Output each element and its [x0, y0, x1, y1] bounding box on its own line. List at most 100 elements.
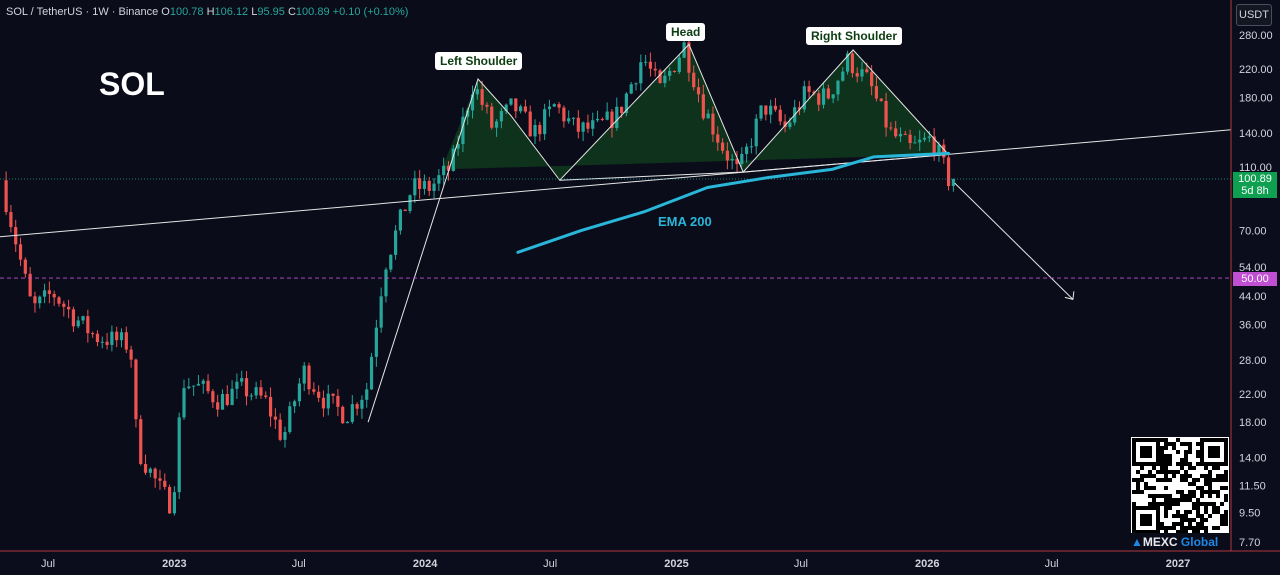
pattern-area [441, 44, 949, 181]
y-tick-label: 110.00 [1239, 162, 1272, 174]
candle-body [182, 388, 186, 418]
ticker-title: SOL [99, 66, 165, 102]
qr-module [1160, 478, 1164, 482]
candle-body [788, 122, 792, 127]
candle-body [196, 383, 201, 386]
head-and-shoulders-fill [441, 44, 949, 181]
candle-body [62, 303, 66, 307]
candle-body [427, 180, 431, 191]
qr-module [1152, 494, 1156, 498]
open-label: O [161, 6, 170, 18]
brand-name: MEXC [1142, 535, 1178, 549]
qr-module [1204, 490, 1208, 494]
y-tick-label: 140.00 [1239, 128, 1273, 140]
open-value: 100.78 [169, 6, 204, 18]
x-tick-label: Jul [794, 558, 808, 570]
qr-module [1148, 494, 1152, 498]
candle-body [331, 393, 335, 396]
candle-body [812, 91, 816, 94]
qr-module [1180, 522, 1184, 526]
qr-module [1192, 526, 1196, 530]
currency-unit-button[interactable]: USDT [1236, 4, 1272, 26]
y-tick-label: 36.00 [1239, 319, 1267, 331]
candle-body [293, 401, 297, 407]
last-price: 100.89 [1238, 173, 1272, 185]
candle-body [336, 395, 340, 407]
candle-body [629, 84, 633, 94]
qr-module [1164, 466, 1168, 470]
candle-body [759, 105, 763, 119]
qr-module [1164, 526, 1168, 530]
qr-module [1172, 446, 1176, 450]
support-level-tag: 50.00 [1233, 272, 1277, 286]
qr-module [1148, 502, 1152, 506]
candle-body [163, 480, 167, 487]
candle-body [432, 183, 436, 191]
candle-body [461, 116, 465, 145]
qr-module [1216, 466, 1220, 470]
pattern-outline [367, 43, 949, 423]
qr-module [1132, 490, 1136, 494]
qr-module [1188, 494, 1192, 498]
qr-module [1184, 526, 1188, 530]
candle-body [894, 128, 898, 137]
y-tick-label: 44.00 [1239, 291, 1267, 303]
candle-body [504, 104, 508, 112]
qr-module [1160, 494, 1164, 498]
qr-module [1164, 530, 1168, 533]
candle-body [634, 83, 638, 85]
brand-suffix: Global [1177, 535, 1219, 549]
qr-module [1180, 466, 1184, 470]
x-tick-label: 2024 [413, 558, 438, 570]
qr-module [1172, 502, 1176, 506]
candle-body [797, 107, 802, 110]
qr-module [1184, 510, 1188, 514]
ema-label: EMA 200 [658, 214, 712, 229]
qr-module [1168, 494, 1172, 498]
qr-module [1132, 478, 1136, 482]
candle-body [119, 332, 124, 341]
qr-module [1188, 462, 1192, 466]
qr-module [1196, 486, 1200, 490]
qr-module [1192, 478, 1196, 482]
candle-body [216, 402, 220, 410]
qr-module [1208, 482, 1212, 486]
candle-body [836, 80, 840, 95]
y-tick-label: 180.00 [1239, 92, 1273, 104]
close-value: 100.89 [295, 6, 330, 18]
candle-body [509, 98, 513, 105]
qr-module [1168, 442, 1172, 446]
candle-body [769, 105, 773, 115]
qr-module [1216, 506, 1220, 510]
candle-body [23, 259, 27, 274]
candle-body [76, 320, 80, 327]
candle-body [389, 254, 393, 270]
candle-body [773, 105, 778, 110]
qr-finder-core [1208, 446, 1220, 458]
qr-module [1216, 490, 1220, 494]
candle-body [211, 391, 215, 403]
qr-module [1164, 462, 1168, 466]
qr-module [1200, 494, 1204, 498]
candle-body [374, 327, 378, 357]
candle-body [778, 109, 782, 122]
candle-body [71, 309, 76, 327]
qr-module [1200, 502, 1204, 506]
candle-body [581, 122, 585, 132]
qr-module [1140, 474, 1144, 478]
candle-body [288, 406, 292, 433]
candle-body [543, 109, 547, 135]
candle-body [668, 70, 672, 76]
candle-body [302, 365, 306, 384]
qr-code-icon [1131, 437, 1229, 533]
candle-body [115, 331, 119, 341]
qr-module [1176, 470, 1180, 474]
qr-module [1168, 502, 1172, 506]
candle-body [696, 87, 701, 95]
qr-module [1196, 450, 1200, 454]
qr-module [1172, 442, 1176, 446]
qr-module [1192, 482, 1196, 486]
qr-module [1148, 474, 1152, 478]
